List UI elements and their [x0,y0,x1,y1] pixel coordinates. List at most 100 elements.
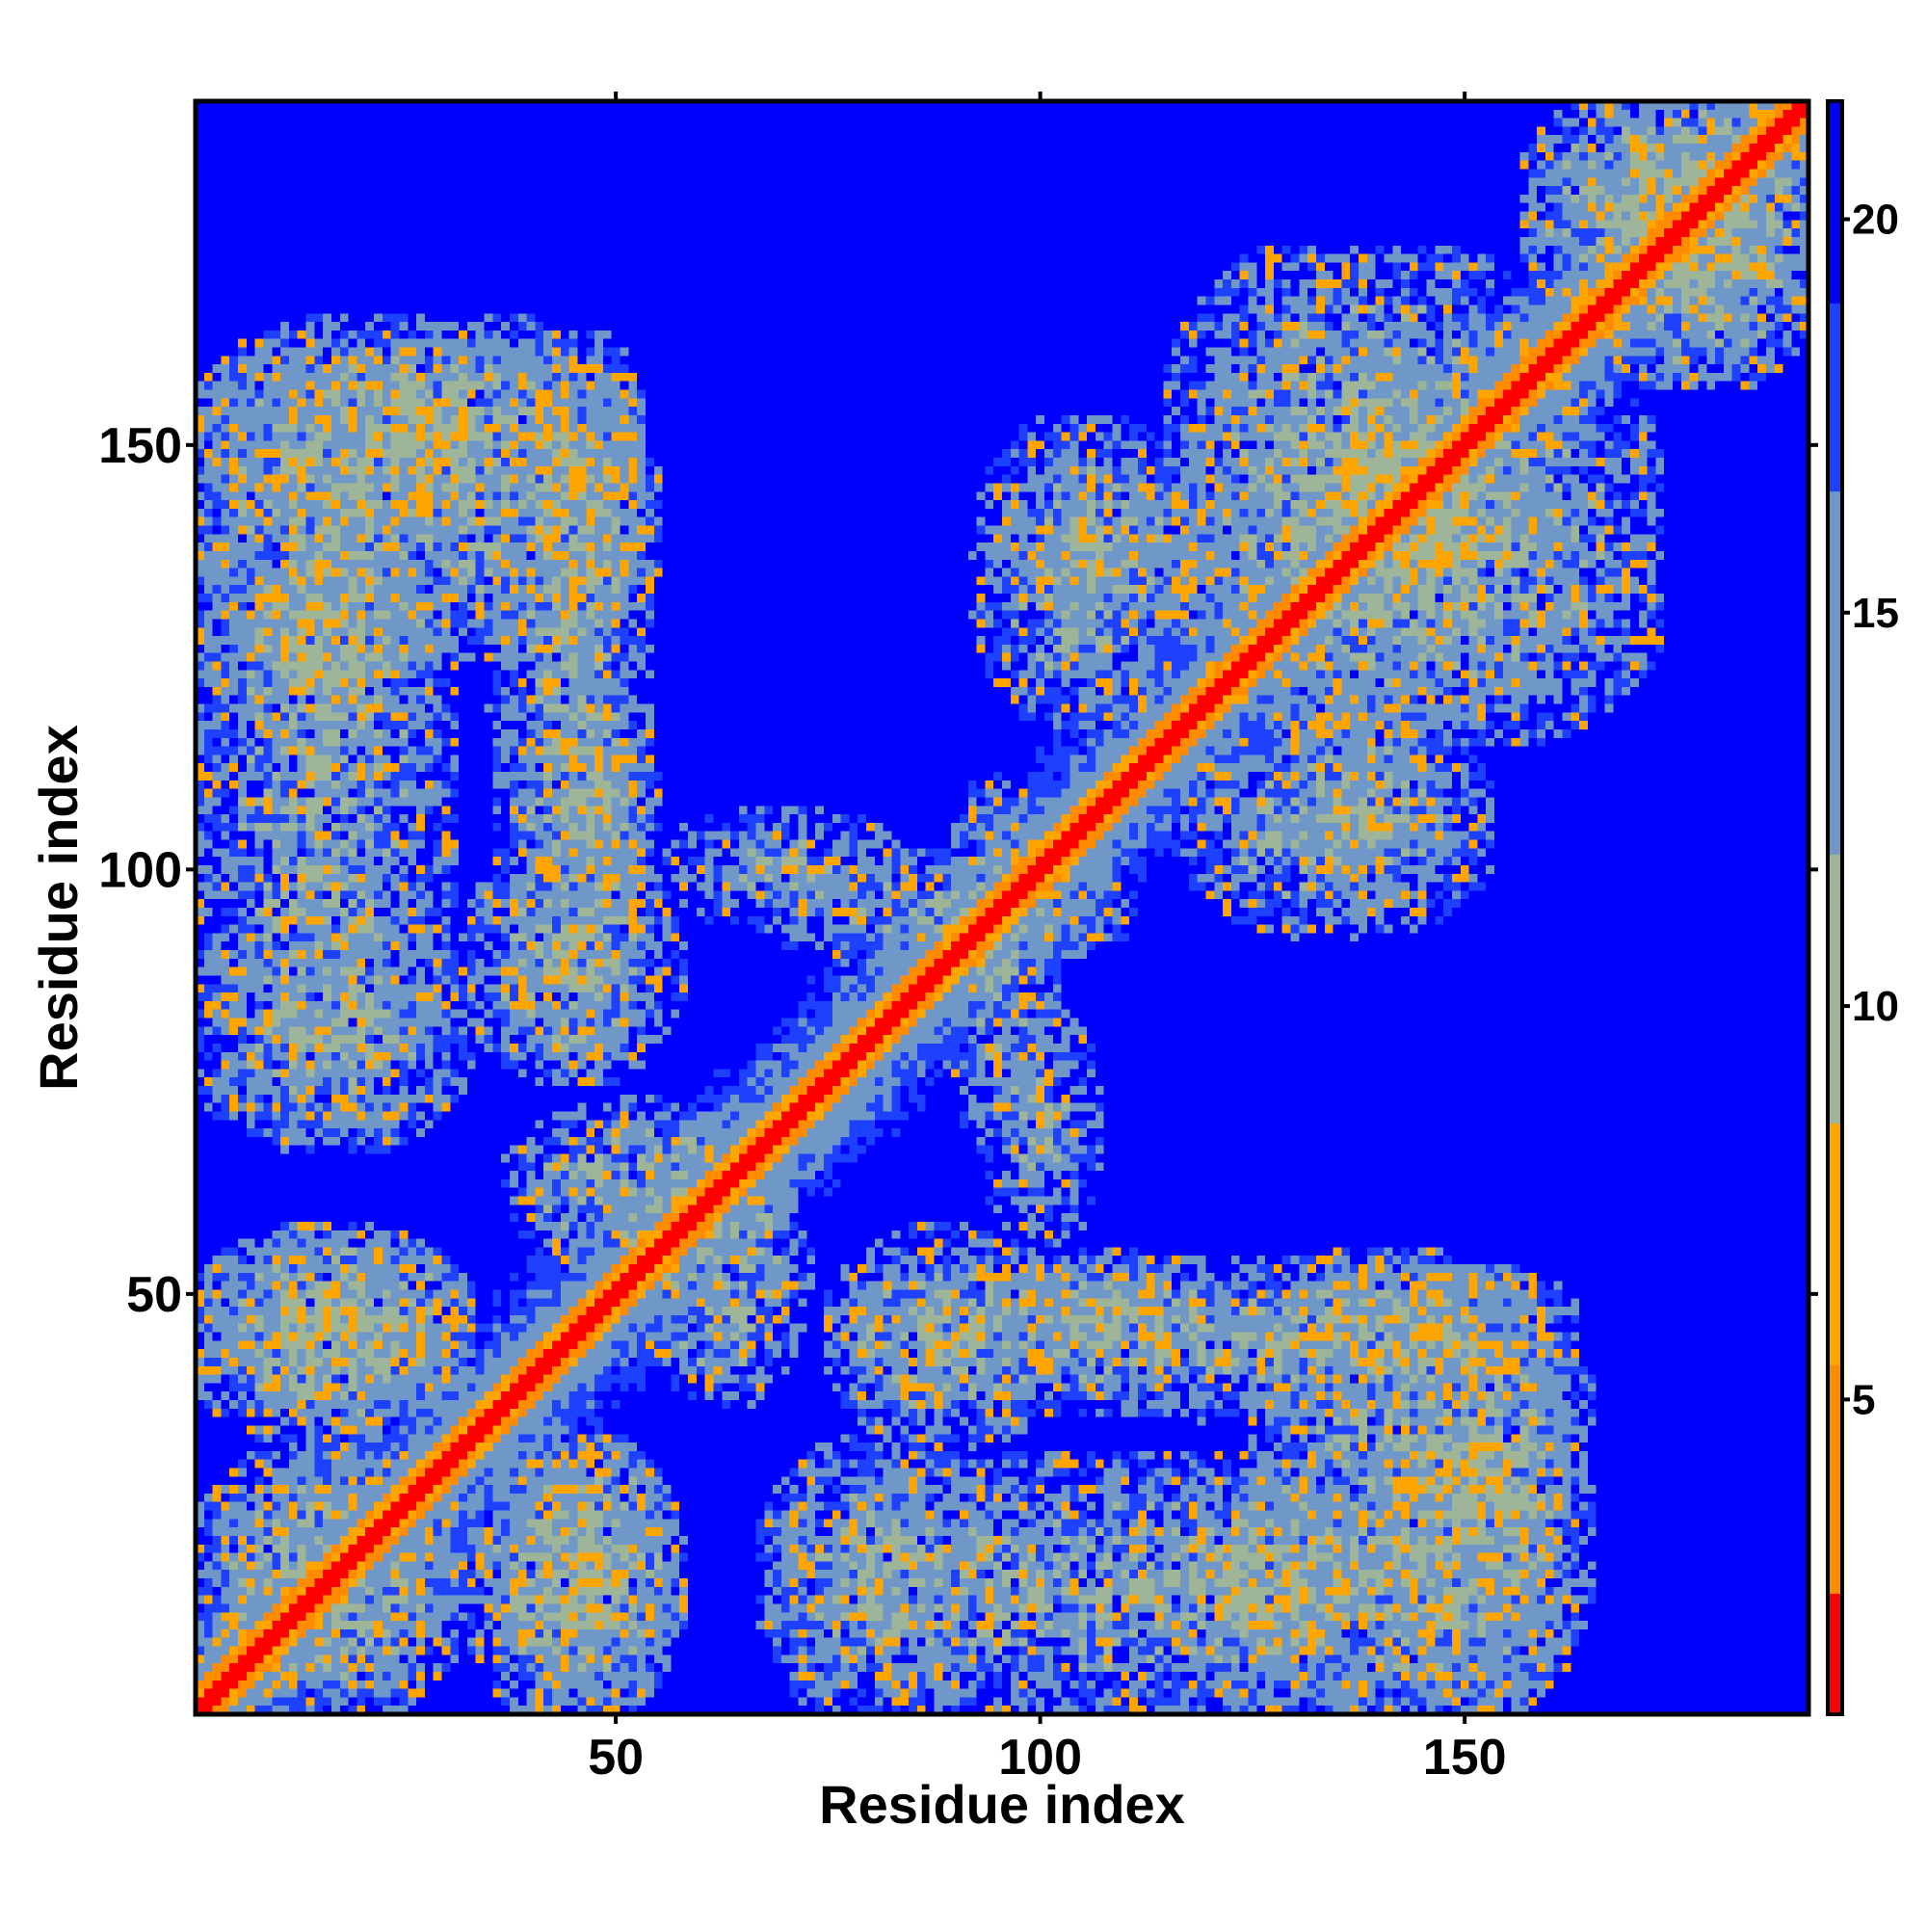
colorbar-segment [1828,908,1842,922]
colorbar-segment [1828,141,1842,156]
colorbar-segment [1828,437,1842,452]
colorbar-segment [1828,1324,1842,1338]
colorbar-segment [1828,383,1842,398]
colorbar: 5 10 15 20 [1826,99,1899,1716]
colorbar-segment [1828,410,1842,425]
colorbar-segment [1828,1055,1842,1070]
colorbar-segment [1828,1069,1842,1083]
colorbar-segment [1828,1284,1842,1299]
colorbar-segment [1828,571,1842,586]
colorbar-segment [1828,1177,1842,1191]
colorbar-segment [1828,1405,1842,1419]
colorbar-segment [1828,1297,1842,1312]
colorbar-segment [1828,1150,1842,1164]
colorbar-segment [1828,1566,1842,1581]
colorbar-segment [1828,1109,1842,1124]
colorbar-segment [1828,1001,1842,1017]
colorbar-segment [1828,786,1842,801]
colorbar-segment [1828,1257,1842,1272]
colorbar-segment [1828,1432,1842,1446]
colorbar-tick-label: 15 [1852,590,1899,637]
colorbar-segment [1828,773,1842,788]
colorbar-segment [1828,1123,1842,1137]
colorbar-segment [1828,934,1842,949]
y-tick-label: 150 [98,418,182,474]
colorbar-segment [1828,1230,1842,1245]
colorbar-segment [1828,800,1842,814]
colorbar-segment [1828,612,1842,626]
colorbar-frame [1826,99,1844,1716]
colorbar-segment [1828,639,1842,653]
colorbar-segment [1828,894,1842,909]
y-axis-ticks: 50 100 150 [98,418,1818,1323]
colorbar-segment [1828,881,1842,895]
colorbar-segment [1828,1593,1842,1607]
colorbar-segment [1828,490,1842,506]
colorbar-segment [1828,558,1842,572]
colorbar-segment [1828,222,1842,237]
colorbar-segment [1828,732,1842,748]
colorbar-segment [1828,1189,1842,1204]
colorbar-segment [1828,1458,1842,1473]
colorbar-segment [1828,477,1842,492]
colorbar-segment [1828,330,1842,344]
colorbar-segment [1828,1620,1842,1634]
colorbar-segment [1828,1512,1842,1527]
colorbar-segment [1828,303,1842,317]
colorbar-segment [1828,625,1842,640]
y-tick-label: 100 [98,842,182,898]
colorbar-segment [1828,1203,1842,1218]
x-axis-label: Residue index [819,1774,1185,1835]
colorbar-segment [1828,1552,1842,1568]
colorbar-segment [1828,1391,1842,1406]
colorbar-segment [1828,1606,1842,1621]
colorbar-segment [1828,1351,1842,1365]
colorbar-segment [1828,920,1842,936]
colorbar-segment [1828,1270,1842,1285]
colorbar-segment [1828,504,1842,519]
colorbar-segment [1828,531,1842,545]
colorbar-segment [1828,1687,1842,1702]
colorbar-segment [1828,1418,1842,1433]
colorbar-segment [1828,249,1842,263]
colorbar-segment [1828,1633,1842,1648]
colorbar-segment [1828,289,1842,304]
colorbar-segment [1828,705,1842,721]
x-tick-label: 100 [998,1730,1082,1786]
colorbar-segment [1828,370,1842,384]
colorbar-segment [1828,1042,1842,1057]
colorbar-segment [1828,181,1842,197]
colorbar-segment [1828,598,1842,613]
colorbar-segment [1828,1337,1842,1352]
plot-frame [193,98,1811,1717]
colorbar-segment [1828,1660,1842,1675]
colorbar-segment [1828,463,1842,479]
colorbar-segment [1828,1163,1842,1178]
colorbar-segment [1828,396,1842,411]
colorbar-segment [1828,988,1842,1003]
colorbar-segment [1828,450,1842,465]
y-axis-label: Residue index [28,725,89,1091]
colorbar-segment [1828,1647,1842,1661]
colorbar-segment [1828,840,1842,855]
colorbar-segment [1828,1485,1842,1500]
colorbar-segment [1828,1471,1842,1487]
colorbar-segment [1828,665,1842,680]
colorbar-segment [1828,678,1842,694]
colorbar-segment [1828,195,1842,210]
colorbar-segment [1828,208,1842,224]
x-axis-ticks: 50 100 150 [588,92,1507,1786]
colorbar-segment [1828,1701,1842,1715]
colorbar-segment [1828,101,1842,116]
colorbar-segment [1828,1539,1842,1554]
colorbar-tick-label: 5 [1852,1376,1875,1423]
colorbar-segment [1828,746,1842,761]
colorbar-tick-label: 10 [1852,983,1899,1030]
colorbar-segment [1828,423,1842,438]
colorbar-segment [1828,127,1842,143]
colorbar-segment [1828,1216,1842,1231]
colorbar-segment [1828,1579,1842,1595]
colorbar-segment [1828,262,1842,277]
colorbar-segment [1828,168,1842,183]
